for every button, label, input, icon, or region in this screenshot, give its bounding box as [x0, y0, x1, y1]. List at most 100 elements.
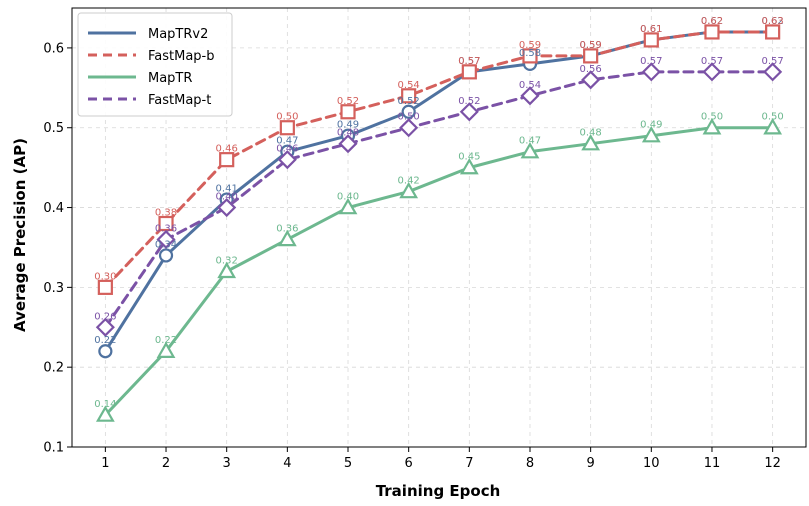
data-label-fastmap-b: 0.62 [701, 16, 723, 27]
x-tick-label: 10 [643, 456, 660, 471]
y-tick-label: 0.1 [43, 441, 64, 456]
data-point-fastmap-b [583, 48, 599, 64]
series-line-fastmap-t [103, 70, 775, 329]
series-line-fastmap-b [103, 30, 775, 289]
y-tick-label: 0.4 [43, 201, 64, 216]
data-point-fastmap-t [520, 86, 540, 106]
data-label-fastmap-t: 0.52 [458, 96, 480, 107]
series-fastmap-b [97, 24, 781, 295]
x-tick-label: 7 [465, 456, 473, 471]
data-point-fastmap-b [461, 64, 477, 80]
data-label-maptrv2: 0.62 [701, 16, 723, 27]
data-label-fastmap-t: 0.48 [337, 128, 359, 139]
data-label-maptr: 0.47 [519, 136, 541, 147]
data-label-fastmap-b: 0.59 [580, 40, 602, 51]
data-point-maptr [399, 181, 419, 199]
data-label-fastmap-t: 0.56 [580, 64, 602, 75]
y-tick-label: 0.2 [43, 361, 64, 376]
data-point-fastmap-b [643, 32, 659, 48]
data-point-fastmap-t [702, 62, 722, 82]
data-label-maptrv2: 0.62 [762, 16, 784, 27]
data-label-maptr: 0.36 [276, 223, 298, 234]
data-label-maptrv2: 0.61 [640, 24, 662, 35]
data-point-fastmap-t [581, 70, 601, 90]
data-point-fastmap-t [217, 197, 237, 218]
data-label-maptrv2: 0.58 [519, 48, 541, 59]
data-label-maptrv2: 0.49 [337, 120, 359, 131]
series-fastmap-t [95, 62, 783, 337]
data-label-fastmap-b: 0.46 [216, 144, 238, 155]
data-label-maptr: 0.14 [94, 399, 116, 410]
data-label-fastmap-b: 0.52 [337, 96, 359, 107]
data-point-maptr [277, 229, 297, 247]
data-label-fastmap-t: 0.57 [640, 56, 662, 67]
data-label-maptr: 0.40 [337, 192, 359, 203]
data-point-maptr [702, 118, 722, 135]
data-point-fastmap-b [401, 88, 417, 104]
data-label-maptrv2: 0.41 [216, 184, 238, 195]
x-tick-label: 5 [344, 456, 352, 471]
data-point-fastmap-b [279, 120, 295, 136]
data-label-fastmap-t: 0.57 [701, 56, 723, 67]
data-point-fastmap-t [641, 62, 661, 82]
data-label-maptr: 0.32 [216, 255, 238, 266]
x-tick-label: 12 [764, 456, 781, 471]
data-label-fastmap-b: 0.59 [519, 40, 541, 51]
series-line-maptr [103, 126, 775, 417]
data-label-fastmap-t: 0.36 [155, 223, 177, 234]
legend-box [77, 12, 233, 117]
data-label-fastmap-b: 0.57 [458, 56, 480, 67]
data-point-fastmap-t [459, 102, 479, 122]
data-label-maptrv2: 0.22 [94, 335, 116, 346]
data-point-fastmap-b [765, 24, 781, 40]
x-tick-label: 11 [704, 456, 721, 471]
data-label-maptr: 0.48 [580, 128, 602, 139]
data-labels-layer: 0.220.340.410.470.490.520.570.580.590.61… [94, 16, 784, 410]
data-point-maptr [338, 197, 358, 215]
x-tick-label: 9 [587, 456, 595, 471]
data-label-maptr: 0.50 [762, 112, 784, 123]
data-label-maptr: 0.49 [640, 120, 662, 131]
data-label-maptrv2: 0.34 [155, 239, 177, 250]
data-label-maptrv2: 0.52 [398, 96, 420, 107]
x-tick-label: 3 [223, 456, 231, 471]
axes-layer: 1 2 3 4 5 6 7 8 9 10 11 120.10.20.30.40.50.6 [43, 7, 807, 471]
y-tick-label: 0.3 [43, 281, 64, 296]
data-point-fastmap-b [219, 152, 235, 168]
data-point-maptr [581, 133, 601, 151]
data-label-maptr: 0.45 [458, 152, 480, 163]
series-layer [95, 24, 783, 422]
data-point-fastmap-t [338, 134, 358, 154]
x-tick-label: 1 [101, 456, 109, 471]
x-axis-title: Training Epoch [376, 482, 501, 500]
data-label-maptr: 0.50 [701, 112, 723, 123]
data-point-maptrv2 [98, 344, 113, 359]
y-tick-label: 0.6 [43, 41, 64, 56]
data-point-maptr [520, 141, 540, 159]
data-label-fastmap-b: 0.61 [640, 24, 662, 35]
plot-frame [71, 7, 807, 448]
data-point-maptr [95, 405, 115, 422]
data-point-fastmap-b [704, 24, 720, 40]
data-point-fastmap-t [95, 317, 115, 337]
data-point-maptr [641, 125, 661, 143]
data-label-fastmap-t: 0.26 [94, 311, 116, 322]
data-point-fastmap-t [277, 150, 297, 170]
data-label-fastmap-t: 0.57 [762, 56, 784, 67]
data-label-fastmap-b: 0.63 [762, 16, 784, 27]
data-label-maptrv2: 0.59 [580, 40, 602, 51]
data-label-maptr: 0.42 [398, 176, 420, 187]
legend-label-maptrv2: MapTRv2 [148, 27, 208, 42]
legend-label-maptr: MapTR [148, 71, 192, 86]
data-point-maptr [459, 157, 479, 175]
y-tick-label: 0.5 [43, 121, 64, 136]
x-tick-label: 4 [283, 456, 291, 471]
data-point-maptr [217, 261, 237, 279]
data-label-maptrv2: 0.47 [276, 136, 298, 147]
data-label-maptrv2: 0.57 [458, 56, 480, 67]
data-point-maptr [156, 341, 176, 358]
data-point-maptr [763, 118, 783, 135]
data-point-fastmap-t [399, 118, 419, 138]
data-label-fastmap-t: 0.54 [519, 80, 541, 91]
